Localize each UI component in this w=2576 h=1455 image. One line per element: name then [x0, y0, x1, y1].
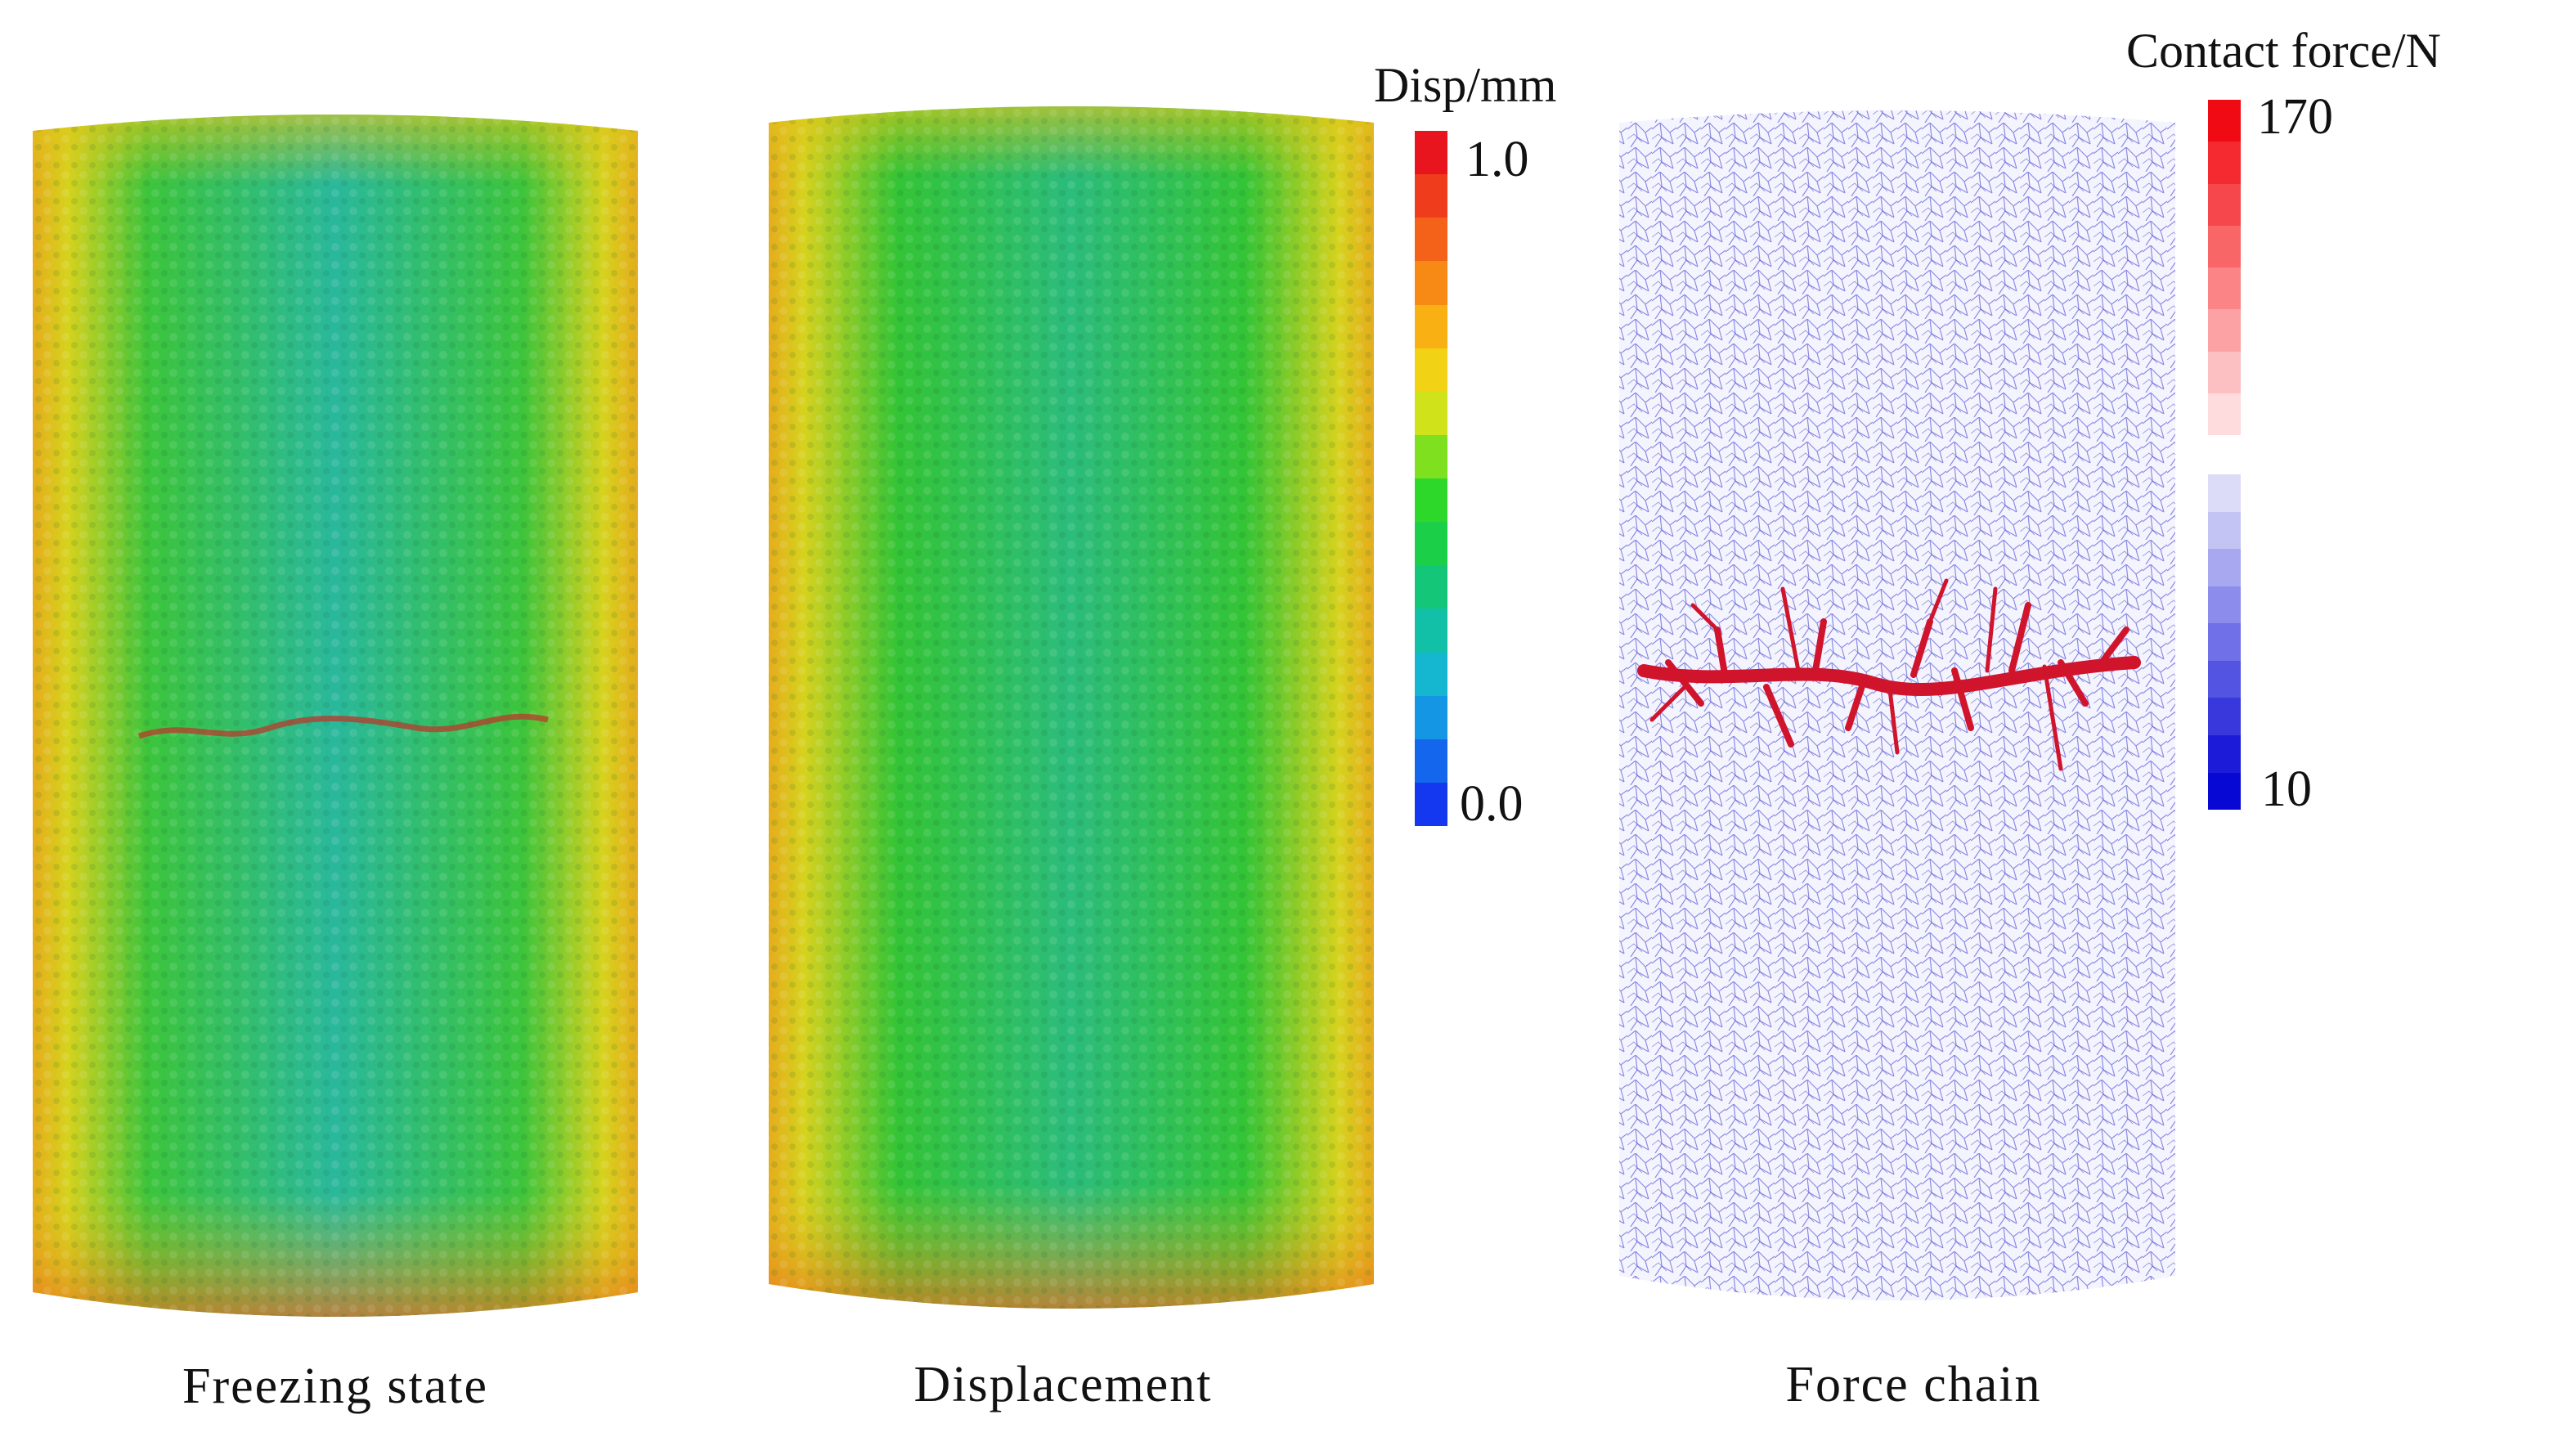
force-colorbar-lower-segment	[2208, 511, 2241, 550]
disp-colorbar-segment	[1415, 522, 1447, 566]
freezing-crack-line	[137, 713, 549, 739]
panel-force-chain	[1603, 98, 2192, 1325]
disp-colorbar-segment	[1415, 434, 1447, 478]
caption-displacement: Displacement	[913, 1357, 1213, 1412]
caption-freezing-state: Freezing state	[182, 1358, 489, 1414]
force-colorbar-upper-segment	[2208, 141, 2241, 184]
force-colorbar-upper	[2208, 100, 2241, 435]
disp-colorbar-segment	[1415, 652, 1447, 696]
force-chain-cylinder	[1619, 110, 2175, 1300]
freezing-state-cylinder	[33, 115, 638, 1317]
disp-colorbar-max-label: 1.0	[1465, 132, 1529, 187]
strong-force-chain-band	[1637, 578, 2141, 771]
force-colorbar-upper-segment	[2208, 100, 2241, 142]
disp-colorbar	[1415, 131, 1447, 826]
disp-colorbar-segment	[1415, 565, 1447, 609]
force-colorbar-upper-segment	[2208, 351, 2241, 393]
force-colorbar-lower-segment	[2208, 586, 2241, 624]
force-colorbar-upper-segment	[2208, 183, 2241, 226]
displacement-cylinder	[769, 106, 1374, 1309]
panel-freezing-state	[25, 98, 646, 1341]
force-colorbar-lower-segment	[2208, 660, 2241, 698]
panel-displacement	[761, 90, 1382, 1333]
force-colorbar-lower-segment	[2208, 474, 2241, 512]
force-colorbar-upper-segment	[2208, 267, 2241, 310]
disp-colorbar-segment	[1415, 695, 1447, 739]
caption-force-chain: Force chain	[1785, 1357, 2042, 1412]
force-colorbar-lower-segment	[2208, 698, 2241, 735]
disp-colorbar-segment	[1415, 478, 1447, 523]
disp-colorbar-segment	[1415, 218, 1447, 262]
force-colorbar-min-label: 10	[2261, 761, 2312, 817]
disp-colorbar-segment	[1415, 348, 1447, 392]
disp-colorbar-segment	[1415, 261, 1447, 305]
disp-colorbar-segment	[1415, 131, 1447, 175]
disp-colorbar-segment	[1415, 608, 1447, 653]
force-colorbar-lower	[2208, 474, 2241, 811]
force-colorbar-lower-segment	[2208, 772, 2241, 811]
force-colorbar-lower-segment	[2208, 549, 2241, 586]
force-colorbar-upper-segment	[2208, 225, 2241, 267]
disp-colorbar-min-label: 0.0	[1460, 776, 1524, 832]
force-colorbar-lower-segment	[2208, 623, 2241, 661]
disp-colorbar-segment	[1415, 391, 1447, 435]
force-colorbar-title: Contact force/N	[2126, 24, 2441, 78]
force-colorbar-lower-segment	[2208, 734, 2241, 773]
disp-colorbar-title: Disp/mm	[1374, 58, 1557, 112]
force-colorbar-upper-segment	[2208, 393, 2241, 435]
disp-colorbar-segment	[1415, 739, 1447, 783]
disp-colorbar-segment	[1415, 174, 1447, 218]
force-colorbar-upper-segment	[2208, 309, 2241, 352]
force-colorbar-max-label: 170	[2257, 89, 2333, 145]
disp-colorbar-segment	[1415, 304, 1447, 348]
disp-colorbar-segment	[1415, 782, 1447, 826]
